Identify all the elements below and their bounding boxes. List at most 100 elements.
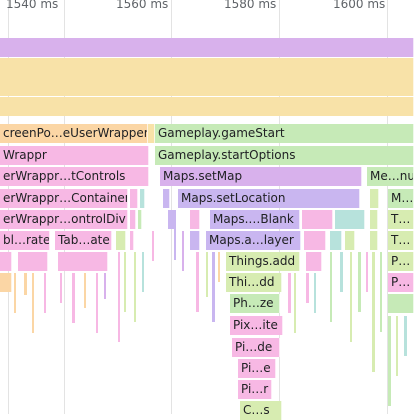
flame-frame-gameplay-gamestart[interactable]: Gameplay.gameStart	[155, 124, 414, 143]
flame-sliver[interactable]	[330, 252, 332, 322]
flame-sliver[interactable]	[350, 252, 352, 342]
frame-label: Maps.setLocation	[181, 191, 286, 205]
flame-sliver[interactable]	[14, 273, 16, 313]
flame-sliver[interactable]	[218, 252, 220, 282]
flame-frame-pixel-e[interactable]: Pi…e	[238, 359, 276, 378]
flame-frame-pixel-decode[interactable]: Pi…de	[232, 338, 280, 357]
flame-frame[interactable]	[370, 231, 378, 250]
flame-frame[interactable]	[116, 231, 126, 250]
flame-sliver[interactable]	[206, 252, 208, 297]
flame-sliver[interactable]	[44, 273, 46, 313]
flame-sliver[interactable]	[404, 316, 407, 356]
flame-sliver[interactable]	[152, 231, 154, 261]
flame-sliver[interactable]	[380, 252, 382, 332]
flame-frame-tab-update[interactable]: Tab…ate	[55, 231, 112, 250]
flame-frame[interactable]	[0, 77, 414, 96]
flame-frame[interactable]	[335, 210, 365, 229]
flame-frame-t2[interactable]: T…	[388, 231, 414, 250]
flame-sliver[interactable]	[96, 273, 98, 333]
flame-frame[interactable]	[190, 231, 200, 250]
flame-sliver[interactable]	[396, 316, 398, 376]
ruler-gridline	[387, 0, 388, 414]
flame-frame-pixel-sprite[interactable]: Pix…ite	[230, 316, 283, 335]
flame-frame[interactable]	[138, 210, 142, 229]
flame-frame-t[interactable]: T…	[388, 210, 414, 229]
flame-frame-screen-user-wrapper[interactable]: creenPo…eUserWrapper	[0, 124, 148, 143]
flame-frame-things-add[interactable]: Things.add	[226, 252, 300, 271]
flame-sliver[interactable]	[196, 252, 199, 312]
flame-frame[interactable]	[130, 231, 134, 250]
flame-sliver[interactable]	[388, 316, 391, 406]
flame-frame-p[interactable]: P…	[388, 252, 414, 271]
flame-sliver[interactable]	[182, 231, 184, 271]
flame-frame-physics-initialize[interactable]: Ph…ze	[230, 294, 280, 313]
flame-frame[interactable]	[388, 294, 414, 313]
flame-sliver[interactable]	[134, 252, 136, 322]
frame-label: creenPo…eUserWrapper	[3, 126, 148, 140]
flame-frame[interactable]	[302, 210, 333, 229]
flame-frame[interactable]	[304, 231, 326, 250]
flame-frame[interactable]	[306, 252, 322, 271]
frame-label: C…s	[243, 403, 270, 417]
flame-sliver[interactable]	[314, 273, 316, 313]
flame-frame-maps-setmap[interactable]: Maps.setMap	[160, 167, 362, 186]
flame-sliver[interactable]	[142, 252, 144, 292]
flame-frame-user-wrappr-controldiv[interactable]: erWrappr…ontrolDiv	[0, 210, 128, 229]
flame-frame[interactable]	[148, 124, 155, 143]
frame-label: Gameplay.startOptions	[158, 148, 296, 162]
flame-frame-maps-blank[interactable]: Maps.…Blank	[210, 210, 300, 229]
flame-sliver[interactable]	[294, 273, 296, 333]
flame-frame-maps-add-player[interactable]: Maps.a…layer	[206, 231, 301, 250]
flame-sliver[interactable]	[358, 252, 361, 312]
flame-frame[interactable]	[0, 273, 12, 292]
flame-frame-pixel-r[interactable]: Pi…r	[238, 380, 272, 399]
flame-sliver[interactable]	[104, 273, 106, 299]
flame-frame[interactable]	[345, 231, 355, 250]
frame-label: erWrappr…tControls	[3, 169, 126, 183]
flame-frame-m[interactable]: M…	[388, 189, 414, 208]
flame-frame[interactable]	[0, 252, 12, 271]
flame-frame-things-add-2[interactable]: Thi…dd	[226, 273, 282, 292]
flame-sliver[interactable]	[340, 252, 343, 292]
flame-frame[interactable]	[163, 189, 170, 208]
flame-frame[interactable]	[18, 252, 48, 271]
flame-frame[interactable]	[330, 231, 342, 250]
flame-frame-root[interactable]	[0, 38, 414, 57]
flame-frame-p2[interactable]: P…	[388, 273, 414, 292]
flame-frame-user-wrappr-controls[interactable]: erWrappr…tControls	[0, 167, 149, 186]
flame-sliver[interactable]	[60, 273, 62, 303]
flame-frame[interactable]	[190, 210, 200, 229]
flame-sliver[interactable]	[32, 273, 34, 333]
flame-frame[interactable]	[130, 189, 138, 208]
flame-frame[interactable]	[0, 97, 414, 116]
frame-label: Tab…ate	[58, 233, 110, 247]
flame-sliver[interactable]	[174, 210, 176, 260]
flame-sliver[interactable]	[72, 273, 75, 323]
flame-frame[interactable]	[370, 210, 378, 229]
ruler-tick-1540: 1540 ms	[6, 0, 59, 11]
flame-frame-gameplay-startoptions[interactable]: Gameplay.startOptions	[155, 146, 414, 165]
flame-frame-wrappr[interactable]: Wrappr	[0, 146, 149, 165]
flame-sliver[interactable]	[84, 273, 86, 308]
flame-frame[interactable]	[130, 210, 136, 229]
frame-label: Pi…r	[241, 382, 269, 396]
flame-frame[interactable]	[370, 189, 379, 208]
flame-sliver[interactable]	[212, 252, 215, 322]
flame-frame[interactable]	[140, 189, 145, 208]
flame-frame-table-generate[interactable]: bl…rate	[0, 231, 50, 250]
flame-frame-maps-setlocation[interactable]: Maps.setLocation	[178, 189, 360, 208]
flame-sliver[interactable]	[24, 273, 27, 295]
flame-sliver[interactable]	[288, 273, 291, 313]
flame-frame-user-wrappr-container[interactable]: erWrappr…Container	[0, 189, 128, 208]
flame-sliver[interactable]	[124, 252, 126, 312]
flame-sliver[interactable]	[118, 252, 120, 342]
flame-frame-c-s[interactable]: C…s	[240, 401, 282, 420]
flame-sliver[interactable]	[372, 252, 375, 372]
frame-label: Things.add	[229, 254, 296, 268]
flame-frame-menu[interactable]: Me…nu	[367, 167, 414, 186]
flame-frame[interactable]	[0, 58, 414, 77]
flame-frame[interactable]	[58, 252, 108, 271]
flame-sliver[interactable]	[366, 252, 368, 292]
flame-sliver[interactable]	[306, 273, 309, 303]
